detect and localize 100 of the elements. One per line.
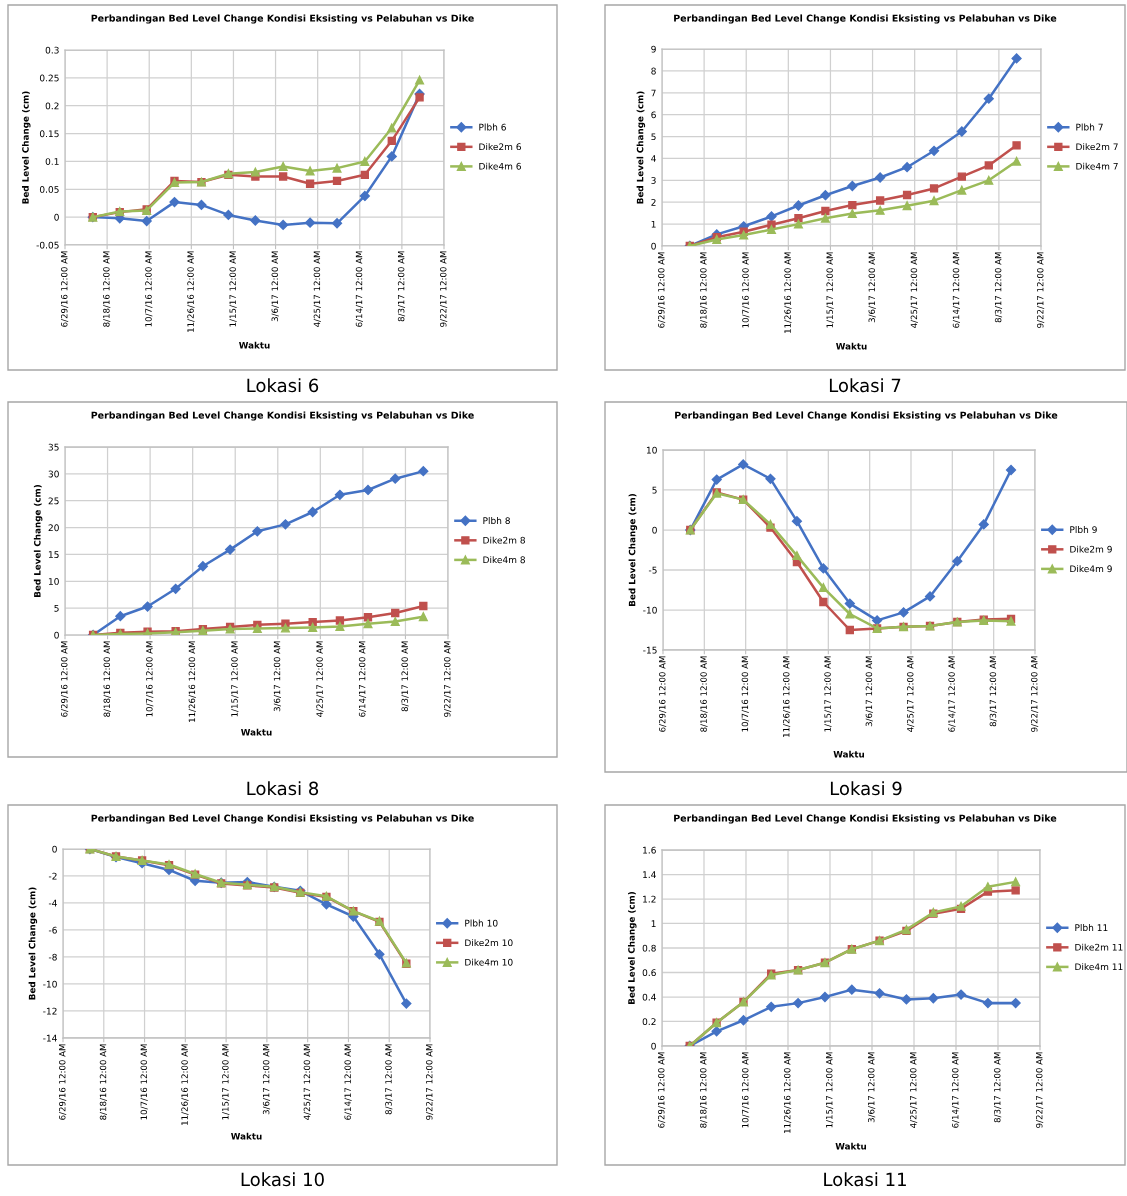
y-tick-label: 15	[48, 551, 59, 558]
x-tick-label: 8/18/16 12:00 AM	[103, 251, 111, 327]
x-tick-label: 8/3/17 12:00 AM	[401, 641, 409, 712]
x-tick-label: 6/14/17 12:00 AM	[952, 252, 960, 328]
chart-title: Perbandingan Bed Level Change Kondisi Eksisting vs Pelabuhan vs Dike	[675, 411, 1058, 421]
chart-title: Perbandingan Bed Level Change Kondisi Eksisting vs Pelabuhan vs Dike	[674, 814, 1057, 824]
legend-label: Plbh 6	[479, 123, 506, 131]
y-tick-label: 0.8	[642, 944, 656, 952]
y-tick-label: -0.05	[36, 241, 59, 249]
y-tick-label: -10	[643, 606, 657, 614]
x-tick-label: 4/25/17 12:00 AM	[303, 1044, 311, 1120]
x-tick-label: 1/15/17 12:00 AM	[826, 252, 834, 328]
x-tick-label: 6/29/16 12:00 AM	[58, 1044, 67, 1120]
y-tick-label: 0.2	[45, 102, 59, 110]
y-tick-label: 0	[54, 213, 59, 221]
legend-label: Dike4m 11	[1075, 963, 1123, 971]
y-tick-label: 0	[52, 845, 57, 853]
x-tick-label: 6/14/17 12:00 AM	[344, 1044, 352, 1120]
x-tick-label: 10/7/16 12:00 AM	[145, 251, 153, 327]
x-tick-label: 4/25/17 12:00 AM	[313, 251, 321, 327]
y-tick-label: 1.4	[643, 871, 656, 878]
x-tick-label: 11/26/16 12:00 AM	[181, 1044, 189, 1125]
x-tick-label: 8/18/16 12:00 AM	[700, 656, 708, 732]
x-tick-label: 1/15/17 12:00 AM	[229, 251, 237, 327]
x-tick-label: 10/7/16 12:00 AM	[140, 1044, 148, 1120]
x-tick-label: 6/29/16 12:00 AM	[60, 251, 69, 327]
x-tick-label: 8/18/16 12:00 AM	[103, 641, 111, 717]
x-tick-label: 4/25/17 12:00 AM	[909, 1052, 918, 1128]
y-tick-label: 1	[651, 920, 656, 927]
x-tick-label: 11/26/16 12:00 AM	[782, 656, 791, 737]
y-tick-label: 0.1	[45, 158, 59, 165]
x-tick-label: 6/14/17 12:00 AM	[948, 656, 956, 732]
y-tick-label: 25	[48, 497, 59, 505]
y-tick-label: 0.25	[39, 74, 59, 82]
text: Lokasi 9	[830, 781, 902, 796]
x-tick-label: 6/14/17 12:00 AM	[355, 251, 363, 327]
x-tick-label: 10/7/16 12:00 AM	[741, 656, 749, 732]
x-tick-label: 9/22/17 12:00 AM	[1035, 1052, 1044, 1128]
x-tick-label: 9/22/17 12:00 AM	[443, 641, 452, 717]
y-tick-label: -5	[648, 566, 657, 574]
x-tick-label: 11/26/16 12:00 AM	[783, 1052, 792, 1133]
x-tick-label: 9/22/17 12:00 AM	[1036, 252, 1045, 328]
y-axis-title: Bed Level Change (cm)	[636, 91, 646, 204]
y-tick-label: 0.2	[642, 1018, 656, 1026]
text: Lokasi 8	[247, 781, 319, 796]
legend-label: Dike4m 10	[465, 958, 513, 966]
y-tick-label: 4	[651, 155, 656, 162]
x-tick-label: 10/7/16 12:00 AM	[146, 641, 154, 717]
y-tick-label: 0	[651, 242, 656, 250]
legend-label: Dike4m 8	[483, 556, 525, 564]
x-tick-label: 6/29/16 12:00 AM	[60, 641, 69, 717]
x-tick-label: 11/26/16 12:00 AM	[188, 641, 196, 722]
legend-label: Plbh 11	[1075, 924, 1108, 932]
x-axis-title: Waktu	[231, 1132, 262, 1140]
x-tick-label: 1/15/17 12:00 AM	[222, 1044, 230, 1120]
y-tick-label: 30	[48, 470, 59, 478]
chart-title: Perbandingan Bed Level Change Kondisi Eksisting vs Pelabuhan vs Dike	[91, 411, 474, 421]
y-tick-label: 6	[651, 111, 656, 119]
legend-label: Dike2m 8	[483, 536, 525, 544]
x-axis-title: Waktu	[835, 1142, 866, 1150]
legend-label: Dike4m 9	[1070, 565, 1112, 573]
y-tick-label: 10	[646, 446, 657, 454]
x-tick-label: 8/3/17 12:00 AM	[994, 252, 1003, 323]
y-tick-label: 10	[48, 578, 59, 585]
y-tick-label: 3	[651, 177, 656, 184]
x-tick-label: 9/22/17 12:00 AM	[1030, 656, 1039, 732]
y-tick-label: 7	[651, 89, 656, 97]
x-axis-title: Waktu	[836, 342, 867, 350]
x-tick-label: 3/6/17 12:00 AM	[271, 251, 279, 322]
x-tick-label: 8/18/16 12:00 AM	[699, 1052, 708, 1128]
y-tick-label: 9	[651, 45, 656, 53]
x-axis-title: Waktu	[239, 341, 270, 349]
x-tick-label: 10/7/16 12:00 AM	[741, 1052, 750, 1128]
x-tick-label: 10/7/16 12:00 AM	[742, 252, 750, 328]
x-tick-label: 4/25/17 12:00 AM	[910, 252, 918, 328]
y-tick-label: 2	[651, 198, 656, 206]
x-tick-label: 9/22/17 12:00 AM	[425, 1044, 434, 1120]
legend-label: Plbh 10	[465, 919, 498, 927]
text: Lokasi 6	[247, 378, 319, 393]
y-tick-label: 0	[651, 1042, 656, 1050]
y-tick-label: 0.4	[642, 993, 656, 1001]
y-tick-label: 0.15	[39, 130, 59, 138]
y-axis-title: Bed Level Change (cm)	[33, 485, 43, 597]
legend-label: Dike4m 6	[479, 162, 521, 170]
y-axis-title: Bed Level Change (cm)	[21, 91, 31, 204]
y-tick-label: -2	[48, 872, 57, 880]
y-tick-label: 0.3	[45, 46, 59, 54]
x-tick-label: 1/15/17 12:00 AM	[231, 641, 239, 717]
y-axis-title: Bed Level Change (cm)	[28, 887, 38, 1000]
text: Lokasi 11	[824, 1172, 906, 1187]
x-tick-label: 3/6/17 12:00 AM	[865, 656, 873, 727]
x-tick-label: 4/25/17 12:00 AM	[906, 656, 915, 732]
x-tick-label: 11/26/16 12:00 AM	[187, 251, 195, 332]
y-tick-label: 1.2	[643, 895, 656, 903]
y-tick-label: 0	[652, 526, 657, 534]
text: Lokasi 7	[829, 378, 901, 393]
x-tick-label: 9/22/17 12:00 AM	[439, 251, 448, 327]
legend-label: Dike2m 11	[1075, 943, 1123, 951]
y-tick-label: -10	[43, 980, 57, 988]
x-tick-label: 3/6/17 12:00 AM	[262, 1044, 271, 1115]
